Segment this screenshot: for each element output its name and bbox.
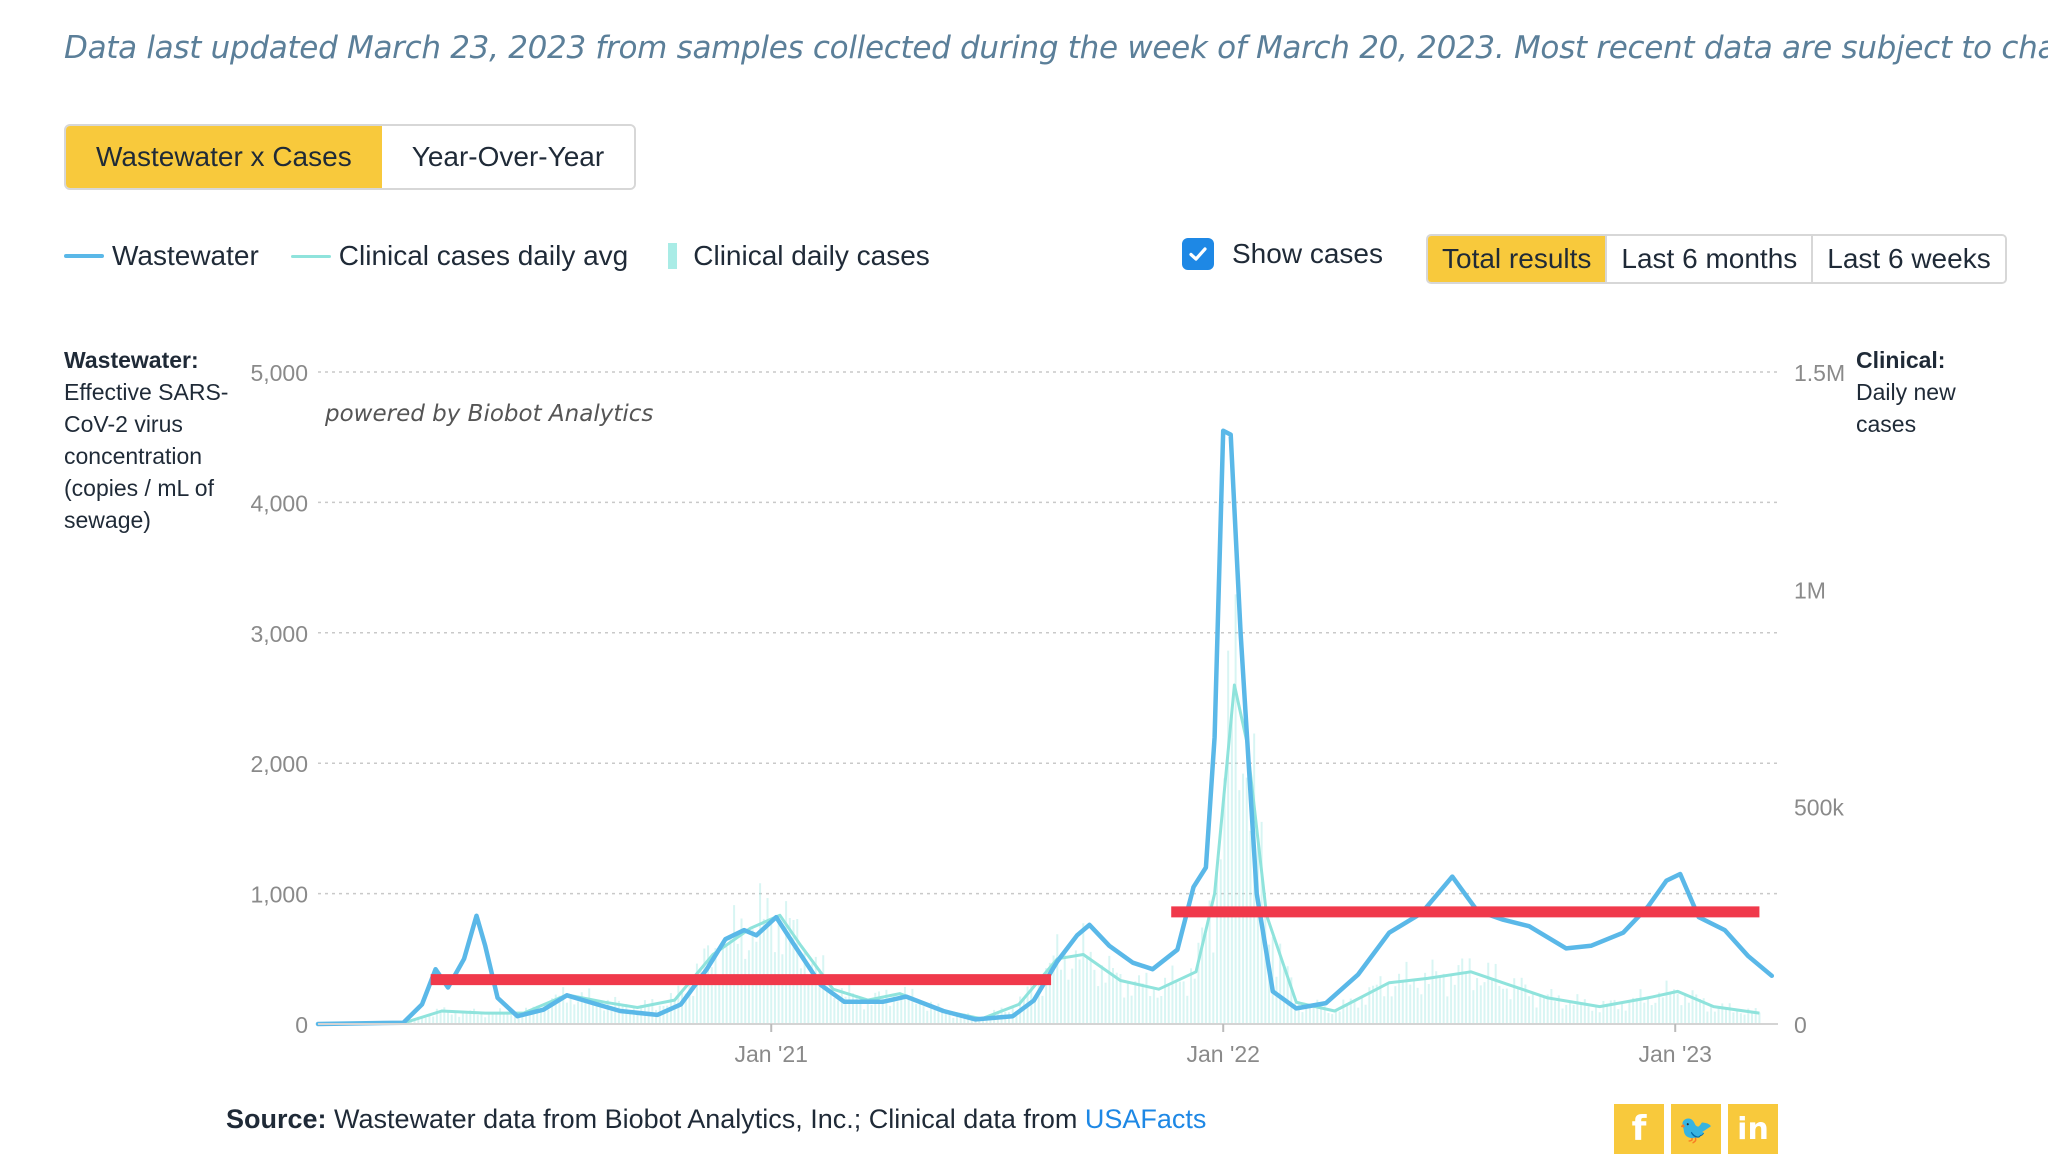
right-axis-title: Clinical: Daily new cases <box>1856 344 2006 440</box>
right-axis-title-bold: Clinical: <box>1856 347 1946 373</box>
view-toggle: Wastewater x Cases Year-Over-Year <box>64 124 637 190</box>
series-layer <box>315 428 1775 1027</box>
tab-year-over-year[interactable]: Year-Over-Year <box>381 126 635 188</box>
wastewater-swatch <box>64 254 104 258</box>
legend-item-wastewater[interactable]: Wastewater <box>64 240 259 272</box>
clinical-avg-line <box>317 683 1760 1026</box>
checkbox-checked-icon[interactable] <box>1182 238 1214 270</box>
legend-label-clinical-daily: Clinical daily cases <box>693 240 930 271</box>
show-cases-label: Show cases <box>1232 238 1383 269</box>
clinical-avg-swatch <box>290 254 331 258</box>
left-axis-title: Wastewater: Effective SARS-CoV-2 virus c… <box>64 344 234 536</box>
clinical-daily-bars <box>320 594 1761 1024</box>
source-text: Wastewater data from Biobot Analytics, I… <box>334 1104 1078 1134</box>
left-tick-label: 4,000 <box>250 490 308 516</box>
left-tick-label: 5,000 <box>250 360 308 386</box>
left-axis-title-text: Effective SARS-CoV-2 virus concentration… <box>64 379 229 533</box>
social-share: f 🐦 in <box>1614 1104 1785 1154</box>
annotation-layer <box>430 906 1760 986</box>
wastewater-line <box>315 428 1775 1027</box>
twitter-icon[interactable]: 🐦 <box>1671 1104 1721 1154</box>
facebook-icon[interactable]: f <box>1614 1104 1664 1154</box>
left-tick-label: 3,000 <box>250 621 308 647</box>
right-tick-label: 0 <box>1794 1012 1807 1038</box>
show-cases-toggle[interactable]: Show cases <box>1182 238 1383 270</box>
source-note: Source: Wastewater data from Biobot Anal… <box>226 1104 1206 1135</box>
clinical-daily-swatch <box>668 243 678 269</box>
watermark-text: powered by Biobot Analytics <box>324 401 653 427</box>
right-axis-title-text: Daily new cases <box>1856 379 1956 437</box>
legend-label-clinical-avg: Clinical cases daily avg <box>338 240 629 271</box>
x-tick-label: Jan '22 <box>1186 1041 1259 1067</box>
usafacts-link[interactable]: USAFacts <box>1084 1104 1207 1134</box>
chart-legend: Wastewater Clinical cases daily avg Clin… <box>64 240 962 272</box>
right-tick-label: 500k <box>1794 795 1844 821</box>
legend-item-clinical-avg[interactable]: Clinical cases daily avg <box>290 240 629 272</box>
source-label: Source: <box>226 1104 327 1134</box>
tab-wastewater-x-cases[interactable]: Wastewater x Cases <box>66 126 382 188</box>
tab-last-6-months[interactable]: Last 6 months <box>1605 236 1812 282</box>
legend-label-wastewater: Wastewater <box>112 240 259 271</box>
legend-item-clinical-daily[interactable]: Clinical daily cases <box>660 240 930 272</box>
left-tick-label: 0 <box>295 1012 308 1038</box>
grid-layer <box>318 371 1778 895</box>
left-tick-label: 2,000 <box>250 751 308 777</box>
right-tick-label: 1M <box>1794 577 1826 603</box>
left-tick-label: 1,000 <box>250 882 308 908</box>
right-tick-label: 1.5M <box>1794 360 1845 386</box>
range-toggle: Total results Last 6 months Last 6 weeks <box>1426 234 2007 284</box>
tab-total-results[interactable]: Total results <box>1428 236 1606 282</box>
data-updated-note: Data last updated March 23, 2023 from sa… <box>64 30 2048 66</box>
tab-last-6-weeks[interactable]: Last 6 weeks <box>1811 236 2005 282</box>
x-tick-label: Jan '21 <box>735 1041 808 1067</box>
left-axis-title-bold: Wastewater: <box>64 347 199 373</box>
axis-layer: 0 1,000 2,000 3,000 4,000 5,000 0 500k 1M 1.5M Jan… <box>250 360 1845 1067</box>
x-tick-label: Jan '23 <box>1638 1041 1711 1067</box>
linkedin-icon[interactable]: in <box>1728 1104 1778 1154</box>
